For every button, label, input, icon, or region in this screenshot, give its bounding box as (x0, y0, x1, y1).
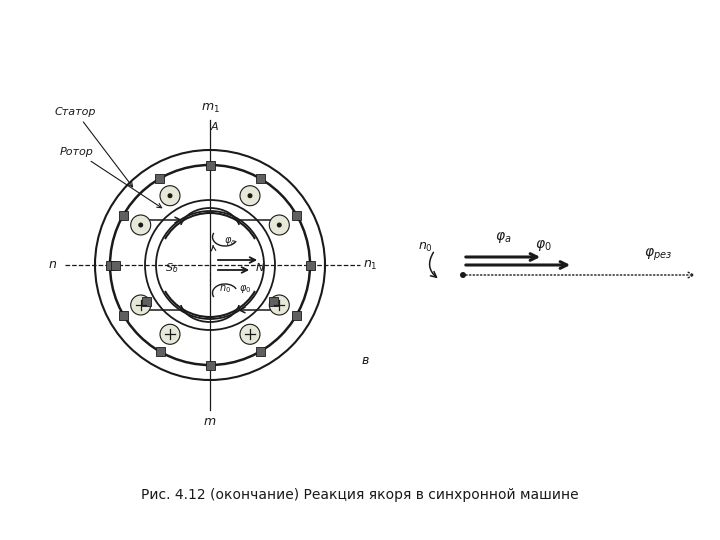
Circle shape (240, 325, 260, 345)
Text: $n_0$: $n_0$ (219, 283, 231, 295)
Circle shape (269, 215, 289, 235)
Circle shape (138, 222, 143, 227)
Text: $n$: $n$ (48, 259, 57, 272)
Text: $\varphi_a$: $\varphi_a$ (495, 230, 511, 245)
Bar (292, 310, 301, 320)
Text: Статор: Статор (55, 107, 132, 187)
Bar (292, 211, 301, 219)
Circle shape (269, 295, 289, 315)
Bar (143, 297, 151, 306)
Text: $\varphi_0$: $\varphi_0$ (239, 283, 251, 295)
Text: $\varphi_0$: $\varphi_0$ (535, 238, 552, 253)
Circle shape (460, 272, 466, 278)
Bar (119, 211, 128, 219)
Circle shape (131, 215, 150, 235)
Bar (106, 260, 114, 269)
Text: Рис. 4.12 (окончание) Реакция якоря в синхронной машине: Рис. 4.12 (окончание) Реакция якоря в си… (141, 488, 579, 502)
Circle shape (160, 325, 180, 345)
Circle shape (160, 186, 180, 206)
Text: $\varphi_a$: $\varphi_a$ (224, 235, 236, 247)
Bar (119, 310, 128, 320)
Text: $n_0$: $n_0$ (418, 240, 433, 254)
Bar (205, 160, 215, 170)
Text: $S_б$: $S_б$ (165, 261, 179, 275)
Bar (205, 361, 215, 369)
Bar (256, 174, 264, 183)
Text: в: в (361, 354, 369, 367)
Bar (156, 174, 164, 183)
Text: $m$: $m$ (203, 415, 217, 428)
Circle shape (168, 193, 173, 198)
Text: $n_1$: $n_1$ (363, 259, 378, 272)
Text: $\varphi_{рез}$: $\varphi_{рез}$ (644, 247, 672, 263)
Circle shape (276, 222, 282, 227)
Circle shape (248, 193, 253, 198)
Text: $m_1$: $m_1$ (201, 102, 220, 115)
Bar (269, 297, 278, 306)
Circle shape (131, 295, 150, 315)
Circle shape (240, 186, 260, 206)
Bar (110, 260, 120, 269)
Bar (156, 347, 164, 356)
Text: $N$: $N$ (255, 261, 265, 273)
Text: Ротор: Ротор (60, 147, 162, 208)
Bar (305, 260, 315, 269)
Text: $A$: $A$ (210, 120, 220, 132)
Bar (256, 347, 264, 356)
